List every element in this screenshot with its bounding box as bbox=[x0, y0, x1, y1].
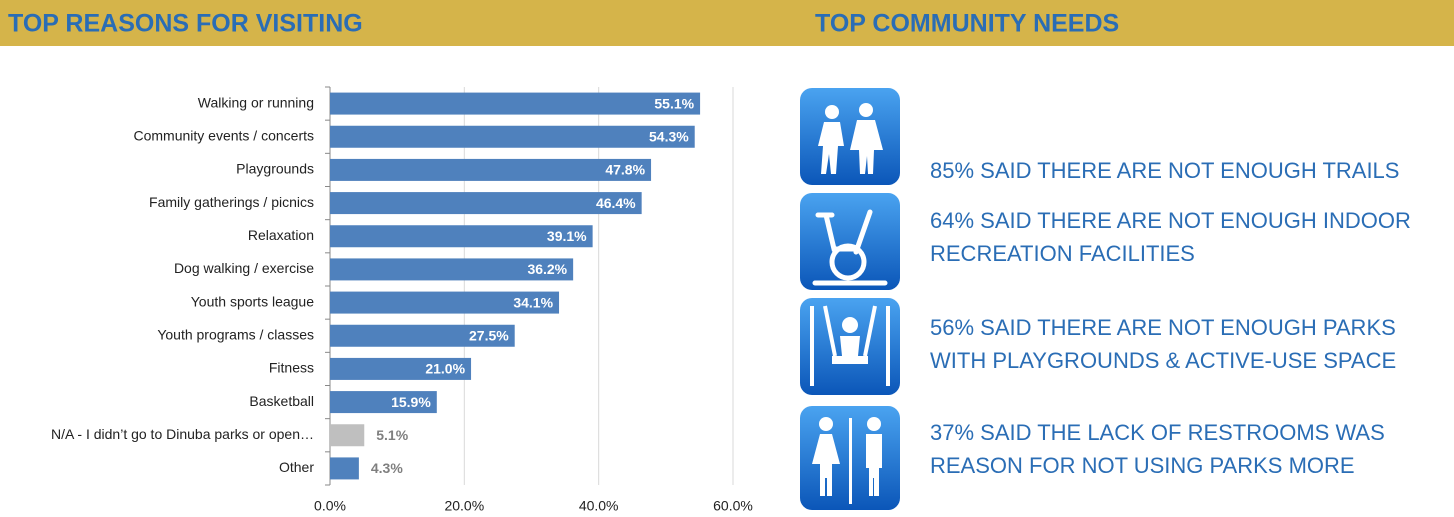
header-band bbox=[0, 0, 1454, 46]
bar bbox=[330, 258, 574, 281]
category-label: Fitness bbox=[269, 360, 314, 376]
need-text: 56% SAID THERE ARE NOT ENOUGH PARKS bbox=[930, 315, 1396, 340]
icon-bike bbox=[800, 193, 900, 290]
icon-walkers bbox=[800, 88, 900, 185]
bar bbox=[330, 324, 515, 347]
category-label: N/A - I didn’t go to Dinuba parks or ope… bbox=[51, 426, 314, 442]
category-label: Walking or running bbox=[198, 94, 314, 110]
value-label: 55.1% bbox=[654, 95, 694, 111]
bar bbox=[330, 192, 642, 215]
value-label: 5.1% bbox=[376, 427, 408, 443]
category-label: Basketball bbox=[249, 393, 314, 409]
category-label: Relaxation bbox=[248, 227, 314, 243]
need-text: RECREATION FACILITIES bbox=[930, 241, 1195, 266]
value-label: 21.0% bbox=[425, 361, 465, 377]
category-label: Youth sports league bbox=[191, 293, 314, 309]
right-header: TOP COMMUNITY NEEDS bbox=[815, 10, 1119, 38]
need-text: REASON FOR NOT USING PARKS MORE bbox=[930, 453, 1355, 478]
bar bbox=[330, 424, 365, 447]
value-label: 47.8% bbox=[605, 162, 645, 178]
bar bbox=[330, 158, 652, 181]
x-tick-label: 60.0% bbox=[713, 498, 753, 514]
category-label: Family gatherings / picnics bbox=[149, 194, 314, 210]
value-label: 4.3% bbox=[371, 460, 403, 476]
bar bbox=[330, 125, 695, 148]
x-tick-label: 40.0% bbox=[579, 498, 619, 514]
bar bbox=[330, 457, 359, 480]
value-label: 34.1% bbox=[513, 294, 553, 310]
icon-swing bbox=[800, 298, 900, 395]
category-label: Community events / concerts bbox=[133, 127, 314, 143]
bar bbox=[330, 391, 437, 414]
value-label: 27.5% bbox=[469, 327, 509, 343]
bar bbox=[330, 291, 560, 314]
bar bbox=[330, 225, 593, 248]
x-tick-label: 0.0% bbox=[314, 498, 346, 514]
x-tick-label: 20.0% bbox=[444, 498, 484, 514]
value-label: 46.4% bbox=[596, 195, 636, 211]
need-text: 37% SAID THE LACK OF RESTROOMS WAS bbox=[930, 420, 1385, 445]
need-text: WITH PLAYGROUNDS & ACTIVE-USE SPACE bbox=[930, 348, 1396, 373]
need-text: 85% SAID THERE ARE NOT ENOUGH TRAILS bbox=[930, 158, 1399, 183]
category-label: Other bbox=[279, 459, 314, 475]
bar bbox=[330, 92, 701, 115]
need-text: 64% SAID THERE ARE NOT ENOUGH INDOOR bbox=[930, 208, 1411, 233]
icon-restroom bbox=[800, 406, 900, 510]
value-label: 15.9% bbox=[391, 394, 431, 410]
value-label: 54.3% bbox=[649, 128, 689, 144]
needs-list: 85% SAID THERE ARE NOT ENOUGH TRAILS 64% … bbox=[800, 88, 1411, 510]
category-label: Playgrounds bbox=[236, 161, 314, 177]
category-label: Dog walking / exercise bbox=[174, 260, 314, 276]
left-header: TOP REASONS FOR VISITING bbox=[8, 10, 363, 38]
value-label: 36.2% bbox=[527, 261, 567, 277]
value-label: 39.1% bbox=[547, 228, 587, 244]
bar bbox=[330, 357, 472, 380]
category-label: Youth programs / classes bbox=[157, 326, 314, 342]
